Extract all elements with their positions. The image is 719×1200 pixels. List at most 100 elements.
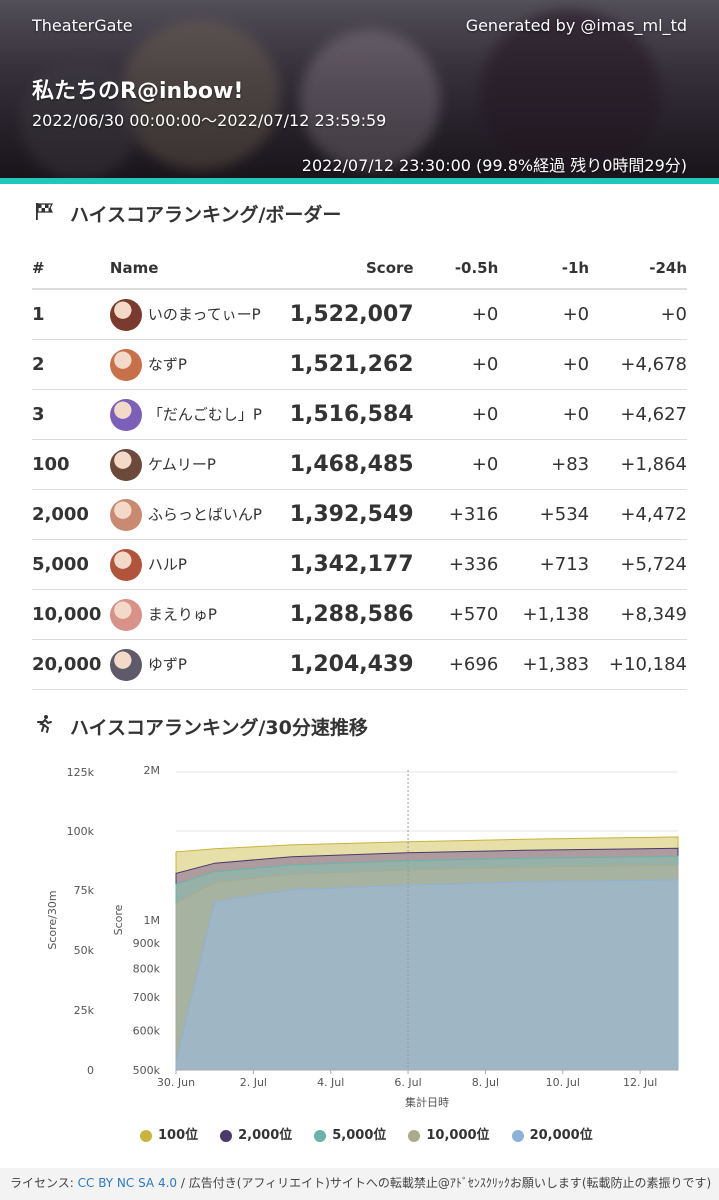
header-blur-shape bbox=[300, 30, 440, 170]
left-axis-tick: 100k bbox=[67, 825, 95, 838]
score-cell: 1,522,007 bbox=[289, 289, 414, 340]
legend-label: 10,000位 bbox=[426, 1128, 490, 1143]
table-row[interactable]: 10,000 まえりゅP 1,288,586 +570 +1,138 +8,349 bbox=[32, 589, 687, 640]
legend-label: 2,000位 bbox=[238, 1128, 293, 1143]
rank-cell: 10,000 bbox=[32, 589, 110, 640]
name-cell[interactable]: なずP bbox=[109, 339, 290, 390]
accent-bar bbox=[0, 178, 719, 184]
delta-30m-cell: +0 bbox=[413, 389, 499, 440]
name-cell[interactable]: ケムリーP bbox=[109, 439, 290, 490]
current-status: 2022/07/12 23:30:00 (99.8%経過 残り0時間29分) bbox=[301, 156, 687, 175]
name-cell[interactable]: 「だんごむし」P bbox=[109, 389, 290, 440]
left-axis-tick: 25k bbox=[74, 1004, 95, 1017]
event-header: TheaterGate Generated by @imas_ml_td 私たち… bbox=[0, 0, 719, 180]
legend-item[interactable]: 20,000位 bbox=[511, 1124, 593, 1143]
delta-30m-cell: +336 bbox=[413, 539, 499, 590]
x-axis-tick: 10. Jul bbox=[546, 1076, 580, 1089]
table-row[interactable]: 2 なずP 1,521,262 +0 +0 +4,678 bbox=[32, 339, 687, 390]
delta-30m-cell: +0 bbox=[413, 289, 499, 340]
score-axis-tick: 600k bbox=[133, 1025, 161, 1038]
table-row[interactable]: 100 ケムリーP 1,468,485 +0 +83 +1,864 bbox=[32, 439, 687, 490]
delta-1h-cell: +0 bbox=[498, 289, 590, 340]
score-cell: 1,468,485 bbox=[289, 439, 414, 490]
producer-name[interactable]: ゆずP bbox=[147, 655, 187, 673]
delta-24h-cell: +4,678 bbox=[589, 339, 687, 390]
column-header-delta-1h: -1h bbox=[498, 248, 590, 290]
name-cell[interactable]: まえりゅP bbox=[109, 589, 290, 640]
delta-24h-cell: +10,184 bbox=[589, 639, 687, 690]
legend-label: 5,000位 bbox=[332, 1128, 387, 1143]
delta-24h-cell: +5,724 bbox=[589, 539, 687, 590]
avatar bbox=[109, 548, 142, 581]
legend-item[interactable]: 10,000位 bbox=[408, 1124, 490, 1143]
producer-name[interactable]: まえりゅP bbox=[147, 605, 217, 623]
legend-swatch bbox=[140, 1129, 152, 1142]
avatar bbox=[109, 648, 142, 681]
score-cell: 1,204,439 bbox=[289, 639, 414, 690]
name-cell[interactable]: ゆずP bbox=[109, 639, 290, 690]
event-title: 私たちのR@inbow! bbox=[32, 79, 244, 104]
checkered-flag-icon bbox=[32, 201, 56, 226]
name-cell[interactable]: ふらっとばいんP bbox=[109, 489, 290, 540]
series-area bbox=[175, 879, 679, 1071]
license-link[interactable]: CC BY NC SA 4.0 bbox=[77, 1176, 178, 1190]
name-cell[interactable]: ハルP bbox=[109, 539, 290, 590]
chart-legend: 100位 2,000位 5,000位 10,000位 20,000位 bbox=[140, 1124, 615, 1143]
legend-item[interactable]: 100位 bbox=[140, 1124, 198, 1143]
producer-name[interactable]: なずP bbox=[147, 355, 187, 373]
table-row[interactable]: 1 いのまってぃーP 1,522,007 +0 +0 +0 bbox=[32, 289, 687, 340]
table-row[interactable]: 5,000 ハルP 1,342,177 +336 +713 +5,724 bbox=[32, 539, 687, 590]
delta-24h-cell: +4,472 bbox=[589, 489, 687, 540]
legend-label: 20,000位 bbox=[529, 1128, 593, 1143]
name-cell[interactable]: いのまってぃーP bbox=[109, 289, 290, 340]
header-shade bbox=[0, 0, 719, 180]
table-header-row: # Name Score -0.5h -1h -24h bbox=[32, 248, 687, 290]
producer-name[interactable]: ケムリーP bbox=[147, 455, 216, 473]
delta-24h-cell: +4,627 bbox=[589, 389, 687, 440]
x-axis-tick: 12. Jul bbox=[623, 1076, 657, 1089]
producer-name[interactable]: いのまってぃーP bbox=[147, 305, 261, 323]
event-period: 2022/06/30 00:00:00～2022/07/12 23:59:59 bbox=[32, 111, 387, 130]
legend-item[interactable]: 5,000位 bbox=[314, 1124, 386, 1143]
score-axis-tick: 700k bbox=[133, 991, 161, 1004]
column-header-delta-24h: -24h bbox=[589, 248, 687, 290]
legend-swatch bbox=[511, 1129, 524, 1142]
column-header-delta-30m: -0.5h bbox=[413, 248, 499, 290]
header-blur-shape bbox=[20, 60, 140, 180]
rank-cell: 100 bbox=[32, 439, 110, 490]
table-row[interactable]: 3 「だんごむし」P 1,516,584 +0 +0 +4,627 bbox=[32, 389, 687, 440]
delta-1h-cell: +534 bbox=[498, 489, 590, 540]
delta-1h-cell: +83 bbox=[498, 439, 590, 490]
left-axis-tick: 0 bbox=[87, 1064, 94, 1077]
producer-name[interactable]: 「だんごむし」P bbox=[147, 405, 262, 423]
avatar bbox=[109, 398, 142, 431]
site-name[interactable]: TheaterGate bbox=[32, 16, 133, 35]
avatar bbox=[109, 348, 142, 381]
generated-by[interactable]: Generated by @imas_ml_td bbox=[465, 16, 687, 35]
score-axis-tick: 1M bbox=[144, 914, 161, 927]
license-label: ライセンス: bbox=[10, 1176, 78, 1190]
legend-item[interactable]: 2,000位 bbox=[220, 1124, 292, 1143]
x-axis-tick: 6. Jul bbox=[394, 1076, 421, 1089]
column-header-score: Score bbox=[289, 248, 414, 290]
x-axis-tick: 2. Jul bbox=[240, 1076, 267, 1089]
rank-cell: 1 bbox=[32, 289, 110, 340]
delta-30m-cell: +316 bbox=[413, 489, 499, 540]
score-trend-chart[interactable]: 0 25k 50k 75k 100k 125k 500k 600k 700k 800k 900k 1M… bbox=[0, 750, 719, 1120]
producer-name[interactable]: ふらっとばいんP bbox=[147, 505, 262, 523]
column-header-rank: # bbox=[32, 248, 110, 290]
legend-swatch bbox=[408, 1129, 421, 1142]
speed-title: ハイスコアランキング/30分速推移 bbox=[70, 717, 368, 739]
ranking-title: ハイスコアランキング/ボーダー bbox=[70, 204, 342, 226]
table-row[interactable]: 20,000 ゆずP 1,204,439 +696 +1,383 +10,184 bbox=[32, 639, 687, 690]
delta-1h-cell: +713 bbox=[498, 539, 590, 590]
score-axis-tick: 2M bbox=[144, 764, 161, 777]
table-row[interactable]: 2,000 ふらっとばいんP 1,392,549 +316 +534 +4,472 bbox=[32, 489, 687, 540]
producer-name[interactable]: ハルP bbox=[147, 555, 187, 573]
x-axis-label: 集計日時 bbox=[405, 1095, 449, 1109]
legend-label: 100位 bbox=[158, 1128, 199, 1143]
ranking-table: # Name Score -0.5h -1h -24h 1 いのまってぃーP 1,5… bbox=[32, 248, 687, 690]
delta-24h-cell: +1,864 bbox=[589, 439, 687, 490]
rank-cell: 2,000 bbox=[32, 489, 110, 540]
rank-cell: 3 bbox=[32, 389, 110, 440]
